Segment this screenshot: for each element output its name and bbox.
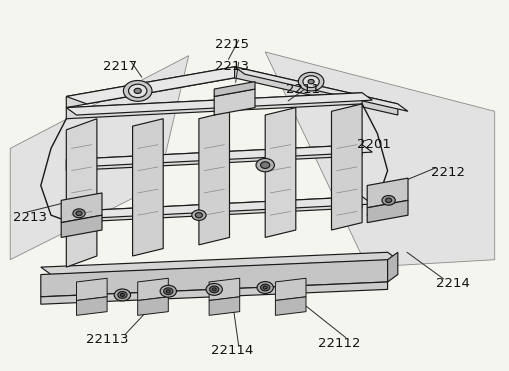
- Polygon shape: [214, 82, 254, 96]
- Circle shape: [260, 284, 269, 291]
- Circle shape: [302, 76, 319, 88]
- Circle shape: [123, 81, 152, 101]
- Text: 2213: 2213: [13, 210, 47, 224]
- Text: 2212: 2212: [430, 166, 464, 179]
- Circle shape: [73, 209, 85, 218]
- Text: 22112: 22112: [317, 336, 360, 350]
- Polygon shape: [66, 197, 372, 219]
- Circle shape: [257, 282, 273, 293]
- Polygon shape: [76, 297, 107, 315]
- Polygon shape: [41, 260, 387, 297]
- Polygon shape: [66, 145, 372, 167]
- Circle shape: [381, 196, 394, 205]
- Polygon shape: [366, 178, 407, 208]
- Polygon shape: [61, 215, 102, 237]
- Circle shape: [260, 162, 269, 168]
- Circle shape: [212, 288, 216, 291]
- Text: 2214: 2214: [435, 277, 469, 290]
- Polygon shape: [265, 108, 295, 237]
- Circle shape: [128, 84, 147, 98]
- Polygon shape: [10, 56, 188, 260]
- Circle shape: [195, 213, 202, 218]
- Text: 2215: 2215: [215, 38, 248, 51]
- Polygon shape: [66, 67, 234, 108]
- Polygon shape: [387, 252, 397, 282]
- Polygon shape: [275, 297, 305, 315]
- Circle shape: [209, 286, 218, 293]
- Circle shape: [118, 292, 127, 298]
- Text: 2217: 2217: [103, 60, 136, 73]
- Circle shape: [134, 88, 141, 93]
- Polygon shape: [76, 278, 107, 301]
- Polygon shape: [66, 197, 361, 223]
- Text: 22114: 22114: [210, 344, 253, 357]
- Circle shape: [298, 72, 323, 91]
- Circle shape: [385, 198, 391, 203]
- Circle shape: [256, 158, 274, 172]
- Polygon shape: [234, 67, 397, 115]
- Text: 22113: 22113: [86, 333, 128, 346]
- Polygon shape: [209, 297, 239, 315]
- Polygon shape: [331, 104, 361, 230]
- Circle shape: [191, 210, 206, 220]
- Circle shape: [160, 285, 176, 297]
- Circle shape: [114, 289, 130, 301]
- Polygon shape: [66, 119, 97, 267]
- Polygon shape: [41, 282, 387, 304]
- Circle shape: [206, 283, 222, 295]
- Polygon shape: [66, 93, 372, 115]
- Polygon shape: [132, 119, 163, 256]
- Text: 2201: 2201: [356, 138, 390, 151]
- Polygon shape: [137, 297, 168, 315]
- Polygon shape: [66, 93, 361, 119]
- Polygon shape: [366, 200, 407, 223]
- Circle shape: [163, 288, 173, 295]
- Polygon shape: [214, 89, 254, 115]
- Polygon shape: [61, 193, 102, 223]
- Circle shape: [166, 290, 170, 293]
- Polygon shape: [66, 145, 361, 171]
- Polygon shape: [199, 111, 229, 245]
- Text: 2213: 2213: [215, 60, 248, 73]
- Circle shape: [307, 79, 314, 84]
- Text: 2211: 2211: [286, 82, 320, 96]
- Polygon shape: [265, 52, 494, 267]
- Polygon shape: [234, 67, 407, 111]
- Circle shape: [76, 211, 82, 216]
- Polygon shape: [41, 252, 397, 275]
- Polygon shape: [275, 278, 305, 301]
- Polygon shape: [137, 278, 168, 301]
- Circle shape: [263, 286, 267, 289]
- Circle shape: [120, 293, 124, 296]
- Polygon shape: [209, 278, 239, 301]
- Polygon shape: [66, 67, 254, 104]
